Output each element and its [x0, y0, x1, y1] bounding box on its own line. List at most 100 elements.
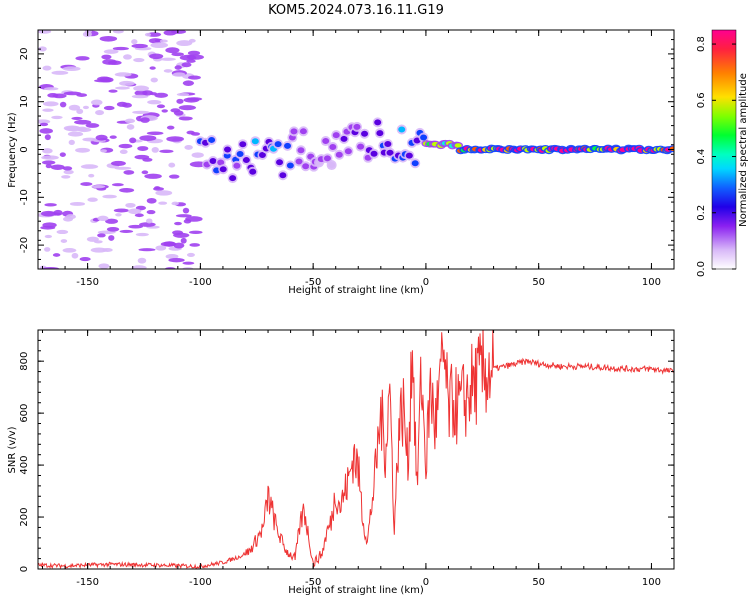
heatmap-cell	[112, 30, 124, 34]
heatmap-cell	[233, 162, 241, 169]
figure-title: KOM5.2024.073.16.11.G19	[268, 3, 444, 18]
heatmap-cell	[188, 230, 203, 235]
heatmap-cell	[69, 201, 86, 206]
heatmap-cell	[158, 201, 168, 205]
heatmap-cell	[208, 136, 216, 143]
heatmap-cell	[149, 66, 156, 70]
heatmap-cell	[181, 62, 192, 68]
heatmap-cell	[229, 175, 237, 182]
heatmap-x-ticks: -150 -100 -50 0 50 100	[42, 30, 675, 288]
heatmap-cell	[80, 182, 93, 186]
heatmap-cell	[52, 93, 67, 99]
heatmap-cell	[176, 98, 184, 104]
snr-x-tick-label: -150	[76, 577, 99, 588]
snr-x-tick-label: 0	[423, 577, 429, 588]
heatmap-cell	[173, 242, 185, 249]
heatmap-cell	[102, 194, 117, 199]
heatmap-cell	[108, 235, 115, 241]
heatmap-x-tick-label: 50	[532, 277, 545, 288]
heatmap-cell	[95, 110, 105, 116]
heatmap-cell	[186, 54, 204, 60]
snr-x-tick-label: -100	[189, 577, 212, 588]
heatmap-cell	[44, 87, 59, 91]
heatmap-cell	[163, 30, 177, 36]
colorbar	[711, 29, 737, 270]
heatmap-cell	[182, 207, 190, 214]
heatmap-cell	[39, 128, 53, 134]
heatmap-cell	[357, 143, 365, 150]
snr-plot-area	[38, 330, 674, 569]
heatmap-cell	[62, 248, 77, 253]
heatmap-cell	[131, 39, 138, 45]
heatmap-cell	[133, 58, 145, 63]
colorbar-tick-label: 0.4	[696, 149, 707, 165]
heatmap-cell	[39, 122, 49, 127]
heatmap-cell	[258, 151, 266, 158]
heatmap-cells	[38, 30, 674, 269]
heatmap-cell	[166, 125, 175, 130]
heatmap-cell	[329, 144, 337, 151]
heatmap-cell	[171, 201, 179, 206]
heatmap-cell	[144, 173, 162, 179]
heatmap-cell	[166, 136, 184, 142]
heatmap-cell	[376, 130, 384, 137]
heatmap-cell	[62, 166, 73, 171]
heatmap-cell	[90, 247, 108, 253]
heatmap-cell	[186, 252, 195, 257]
heatmap-cell	[65, 214, 76, 220]
heatmap-cell	[60, 239, 68, 243]
heatmap-cell	[141, 170, 149, 175]
heatmap-cell	[44, 234, 53, 239]
heatmap-cell	[79, 257, 91, 262]
snr-y-tick-label: 400	[19, 456, 30, 475]
heatmap-cell	[43, 101, 59, 107]
heatmap-y-tick-label: -20	[19, 237, 30, 253]
heatmap-cell	[286, 162, 294, 169]
heatmap-cell	[74, 119, 92, 125]
heatmap-cell	[150, 42, 169, 49]
heatmap-cell	[68, 139, 75, 146]
colorbar-tick-label: 0.8	[696, 36, 707, 52]
heatmap-cell	[249, 168, 257, 175]
heatmap-cell	[97, 215, 109, 221]
heatmap-cell	[322, 138, 330, 145]
heatmap-cell	[219, 166, 227, 173]
snr-series-line	[38, 330, 674, 569]
heatmap-cell	[274, 141, 282, 148]
snr-panel: -150 -100 -50 0 50 100 0 200 400 600 800 Height o…	[7, 329, 675, 596]
heatmap-cell	[131, 265, 147, 269]
colorbar-tick-label: 0.6	[696, 92, 707, 108]
heatmap-cell	[144, 32, 152, 37]
heatmap-cell	[110, 160, 126, 166]
heatmap-cell	[103, 49, 119, 54]
heatmap-cell	[173, 232, 190, 238]
heatmap-cell	[154, 186, 161, 190]
heatmap-cell	[114, 72, 132, 77]
heatmap-x-tick-label: -150	[76, 277, 99, 288]
heatmap-cell	[284, 142, 292, 149]
heatmap-cell	[63, 169, 74, 175]
heatmap-cell	[178, 105, 196, 111]
heatmap-cell	[182, 261, 195, 265]
heatmap-cell	[217, 159, 225, 166]
heatmap-cell	[67, 131, 84, 137]
heatmap-cell	[71, 252, 79, 259]
heatmap-cell	[114, 166, 132, 170]
heatmap-cell	[242, 157, 250, 164]
heatmap-cell	[102, 59, 117, 65]
snr-y-ticks: 0 200 400 600 800	[19, 329, 674, 572]
heatmap-cell	[160, 57, 176, 61]
heatmap-cell	[131, 43, 148, 49]
heatmap-cell	[123, 54, 132, 60]
heatmap-cell	[146, 197, 157, 204]
colorbar-tick-label: 0.2	[696, 205, 707, 221]
heatmap-cell	[151, 147, 159, 153]
heatmap-x-tick-label: -100	[189, 277, 212, 288]
heatmap-cell	[99, 35, 118, 42]
heatmap-cell	[131, 94, 149, 99]
heatmap-cell	[44, 134, 51, 141]
heatmap-y-axis-label: Frequency (Hz)	[7, 112, 18, 188]
heatmap-cell	[149, 53, 164, 60]
heatmap-cell	[75, 56, 90, 61]
